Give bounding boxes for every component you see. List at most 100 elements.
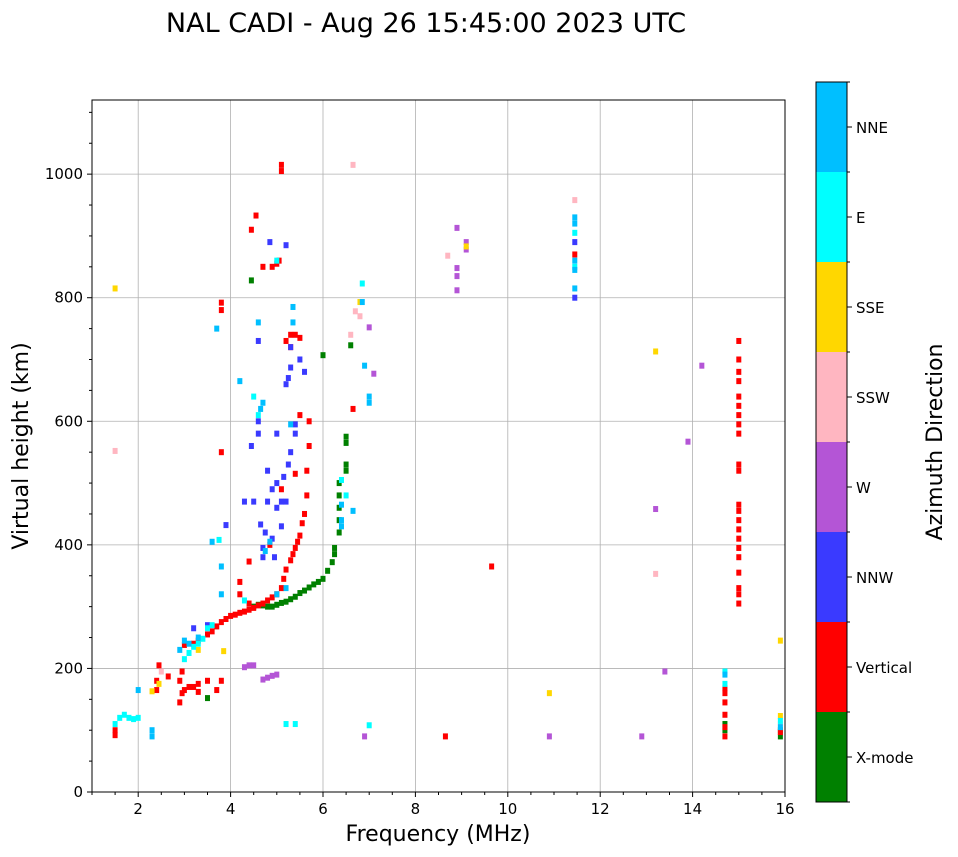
data-point xyxy=(158,668,164,675)
data-point xyxy=(736,544,742,551)
data-point xyxy=(112,285,118,292)
data-point xyxy=(237,609,243,616)
data-point xyxy=(278,168,284,175)
data-point xyxy=(546,733,552,740)
data-point xyxy=(269,594,275,601)
data-point xyxy=(246,606,252,613)
data-point xyxy=(320,575,326,582)
data-point xyxy=(445,252,451,259)
data-point xyxy=(736,337,742,344)
data-point xyxy=(281,575,287,582)
data-point xyxy=(736,517,742,524)
data-point xyxy=(278,486,284,493)
colorbar-tick-label: NNW xyxy=(856,569,893,587)
data-point xyxy=(260,676,266,683)
colorbar-tick-label: Vertical xyxy=(856,659,912,677)
data-point xyxy=(251,393,257,400)
data-point xyxy=(572,214,578,221)
x-tick-label: 10 xyxy=(498,800,517,818)
y-tick-label: 1000 xyxy=(45,165,83,183)
data-point xyxy=(278,523,284,530)
data-point xyxy=(736,585,742,592)
data-point xyxy=(343,461,349,468)
data-point xyxy=(209,622,215,629)
data-point xyxy=(777,713,783,720)
data-point xyxy=(265,674,271,681)
colorbar-tick-label: NNE xyxy=(856,119,888,137)
data-point xyxy=(297,334,303,341)
data-point xyxy=(285,461,291,468)
data-point xyxy=(736,554,742,561)
data-point xyxy=(135,714,141,721)
data-point xyxy=(572,294,578,301)
data-point xyxy=(241,664,247,671)
data-point xyxy=(722,690,728,697)
colorbar-segment xyxy=(816,532,847,622)
data-point xyxy=(290,551,296,558)
data-point xyxy=(241,597,247,604)
data-point xyxy=(246,662,252,669)
data-point xyxy=(228,612,234,619)
data-point xyxy=(338,523,344,530)
data-point xyxy=(274,671,280,678)
data-point xyxy=(343,439,349,446)
data-point xyxy=(662,668,668,675)
data-point xyxy=(274,504,280,511)
data-point xyxy=(112,732,118,739)
data-point xyxy=(736,421,742,428)
data-point xyxy=(177,699,183,706)
y-tick-label: 600 xyxy=(54,412,83,430)
colorbar-segment xyxy=(816,622,847,712)
colorbar-segment xyxy=(816,262,847,352)
data-point xyxy=(348,331,354,338)
data-point xyxy=(255,319,261,326)
data-point xyxy=(325,567,331,574)
data-point xyxy=(315,578,321,585)
data-point xyxy=(154,687,160,694)
data-point xyxy=(218,449,224,456)
data-point xyxy=(722,724,728,731)
series-sse xyxy=(112,243,783,720)
data-point xyxy=(241,498,247,505)
colorbar-segment xyxy=(816,712,847,802)
data-point xyxy=(297,356,303,363)
data-point xyxy=(311,581,317,588)
y-tick-label: 400 xyxy=(54,536,83,554)
data-point xyxy=(255,602,261,609)
data-point xyxy=(258,521,264,528)
data-point xyxy=(255,430,261,437)
data-point xyxy=(736,368,742,375)
data-point xyxy=(214,325,220,332)
data-point xyxy=(149,688,155,695)
data-point xyxy=(295,538,301,545)
data-point xyxy=(366,722,372,729)
colorbar-segment xyxy=(816,442,847,532)
data-point xyxy=(572,266,578,273)
data-point xyxy=(255,412,261,419)
data-point xyxy=(777,717,783,724)
series-ssw xyxy=(112,161,783,728)
data-point xyxy=(241,608,247,615)
data-point xyxy=(269,672,275,679)
colorbar-tick-label: SSE xyxy=(856,299,885,317)
data-point xyxy=(135,687,141,694)
data-point xyxy=(290,319,296,326)
data-point xyxy=(283,337,289,344)
data-point xyxy=(237,578,243,585)
data-point xyxy=(302,587,308,594)
data-point xyxy=(265,467,271,474)
data-point xyxy=(274,591,280,598)
data-point xyxy=(278,161,284,168)
data-point xyxy=(722,721,728,728)
plot-points xyxy=(112,161,783,740)
data-point xyxy=(267,239,273,246)
data-point xyxy=(736,393,742,400)
x-tick-label: 8 xyxy=(411,800,421,818)
data-point xyxy=(260,600,266,607)
data-point xyxy=(653,506,659,513)
data-point xyxy=(302,368,308,375)
data-point xyxy=(186,640,192,647)
data-point xyxy=(156,662,162,669)
data-point xyxy=(306,418,312,425)
data-point xyxy=(463,243,469,250)
